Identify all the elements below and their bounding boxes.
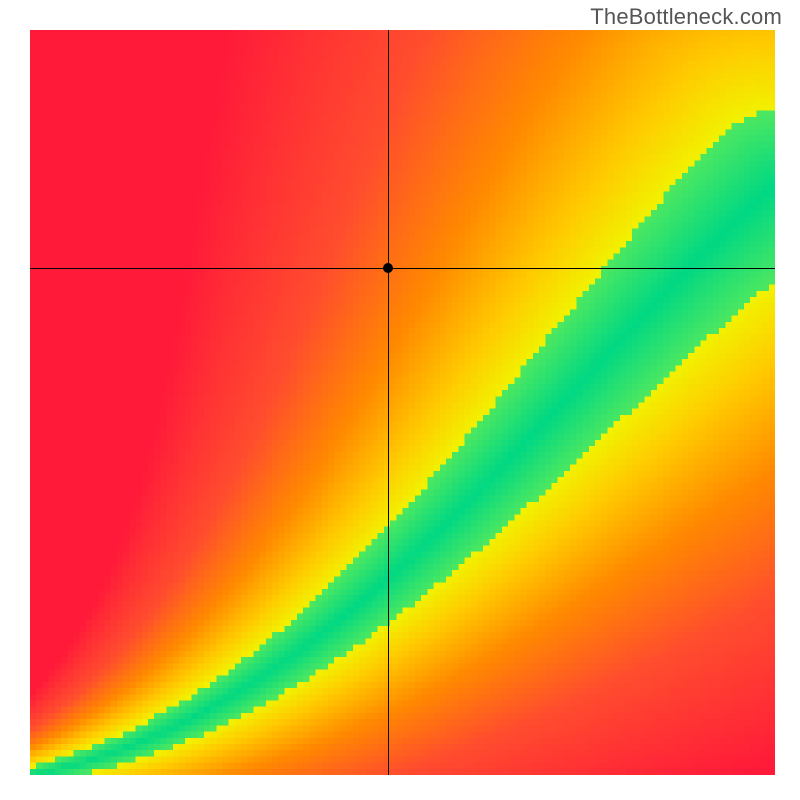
crosshair-marker (383, 263, 393, 273)
heatmap-canvas (30, 30, 775, 775)
chart-container: TheBottleneck.com (0, 0, 800, 800)
crosshair-horizontal (30, 268, 775, 269)
crosshair-vertical (388, 30, 389, 775)
watermark-text: TheBottleneck.com (590, 4, 782, 30)
